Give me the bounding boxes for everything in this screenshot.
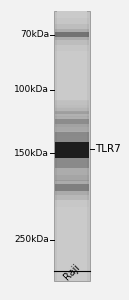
Bar (55, 32, 89, 37)
Bar (55, 180, 89, 195)
Text: 150kDa: 150kDa (14, 148, 49, 158)
Bar (55, 175, 89, 200)
Bar (55, 142, 89, 158)
Bar (55, 24, 89, 45)
Text: Raji: Raji (62, 262, 82, 282)
Text: 100kDa: 100kDa (14, 85, 49, 94)
Bar (55, 100, 89, 200)
Bar (57, 11, 87, 280)
Bar (55, 132, 89, 168)
Text: 250kDa: 250kDa (14, 236, 49, 244)
Bar (55, 108, 89, 117)
Bar (55, 28, 89, 40)
Bar (55, 118, 89, 181)
Text: TLR7: TLR7 (95, 143, 121, 154)
Bar (55, 168, 89, 207)
Bar (55, 105, 89, 120)
Bar (55, 116, 89, 127)
Bar (55, 18, 89, 51)
Bar (55, 101, 89, 124)
Bar (55, 119, 89, 124)
Bar (55, 107, 89, 136)
Text: 70kDa: 70kDa (20, 30, 49, 39)
Bar (54, 11, 90, 280)
Bar (55, 110, 89, 114)
Bar (55, 184, 89, 191)
Bar (55, 112, 89, 130)
